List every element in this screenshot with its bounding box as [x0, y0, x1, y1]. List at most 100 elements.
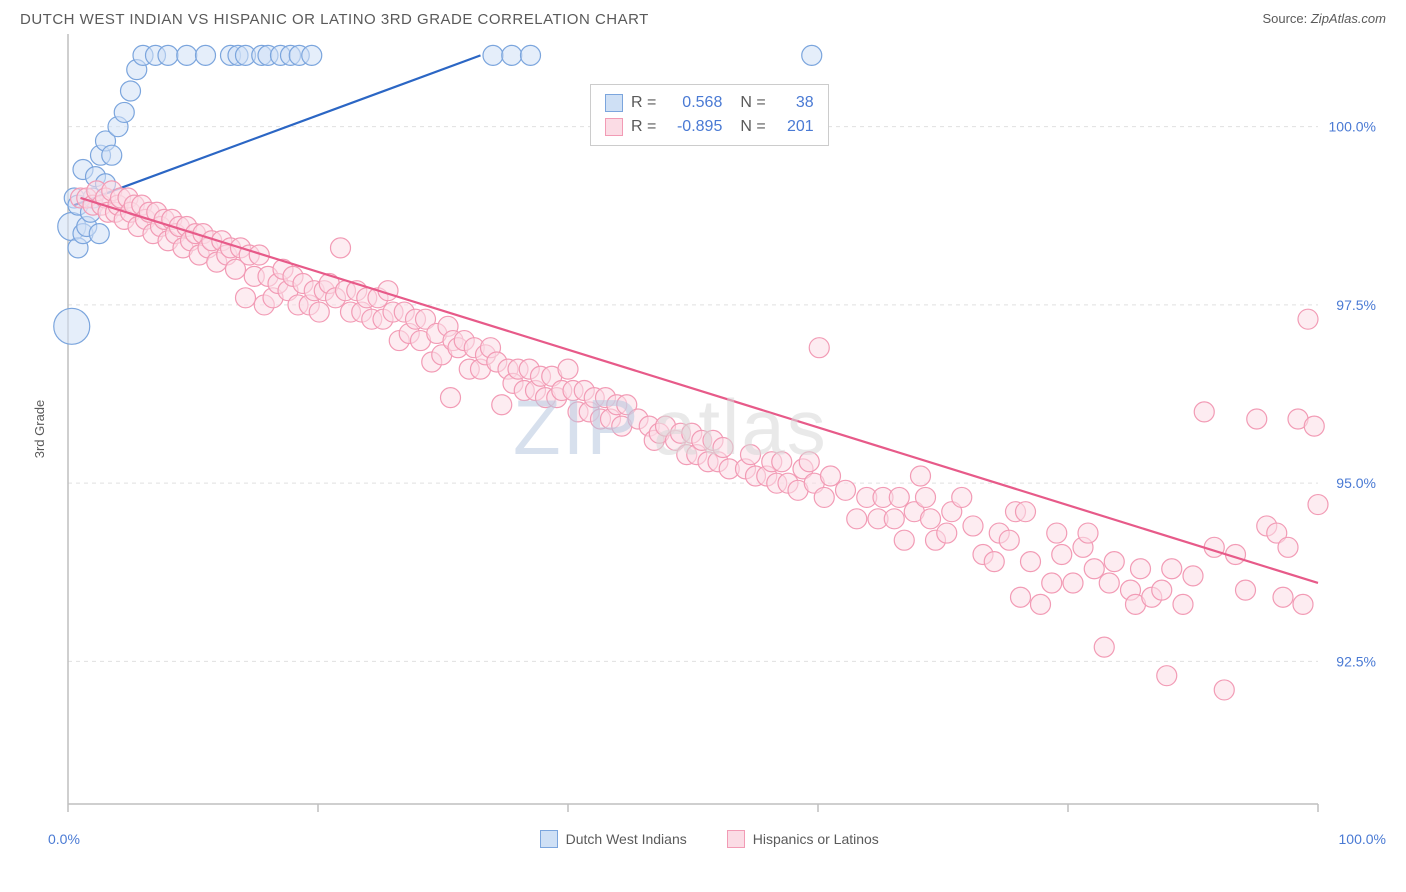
source-value: ZipAtlas.com [1311, 11, 1386, 26]
data-point [802, 45, 822, 65]
data-point [1308, 495, 1328, 515]
data-point [1094, 637, 1114, 657]
stat-row: R = 0.568 N = 38 [605, 91, 814, 115]
data-point [1162, 559, 1182, 579]
data-point [937, 523, 957, 543]
series-legend: Dutch West Indians Hispanics or Latinos [540, 830, 879, 848]
x-axis-min-label: 0.0% [48, 831, 80, 847]
data-point [558, 359, 578, 379]
data-point [814, 487, 834, 507]
data-point [921, 509, 941, 529]
r-value: 0.568 [664, 91, 722, 115]
legend-swatch [727, 830, 745, 848]
r-value: -0.895 [664, 115, 722, 139]
data-point [483, 45, 503, 65]
data-point [894, 530, 914, 550]
data-point [1099, 573, 1119, 593]
data-point [772, 452, 792, 472]
y-tick-label: 100.0% [1329, 119, 1376, 135]
legend-label: Dutch West Indians [566, 831, 687, 847]
source-attribution: Source: ZipAtlas.com [1262, 10, 1386, 28]
data-point [1021, 552, 1041, 572]
y-tick-label: 95.0% [1336, 475, 1376, 491]
data-point [502, 45, 522, 65]
data-point [999, 530, 1019, 550]
data-point [302, 45, 322, 65]
data-point [102, 145, 122, 165]
data-point [1236, 580, 1256, 600]
n-label: N = [740, 115, 765, 139]
data-point [1131, 559, 1151, 579]
y-tick-label: 92.5% [1336, 653, 1376, 669]
data-point [1042, 573, 1062, 593]
data-point [1247, 409, 1267, 429]
data-point [1173, 594, 1193, 614]
data-point [1078, 523, 1098, 543]
data-point [1157, 666, 1177, 686]
data-point [821, 466, 841, 486]
legend-swatch [605, 118, 623, 136]
data-point [54, 308, 90, 344]
legend-swatch [540, 830, 558, 848]
legend-label: Hispanics or Latinos [753, 831, 879, 847]
legend-item: Dutch West Indians [540, 830, 687, 848]
data-point [1063, 573, 1083, 593]
data-point [836, 480, 856, 500]
y-axis-label: 3rd Grade [32, 400, 47, 459]
n-label: N = [740, 91, 765, 115]
data-point [309, 302, 329, 322]
data-point [121, 81, 141, 101]
n-value: 38 [774, 91, 814, 115]
data-point [1011, 587, 1031, 607]
data-point [713, 438, 733, 458]
data-point [1084, 559, 1104, 579]
data-point [1016, 502, 1036, 522]
data-point [1152, 580, 1172, 600]
data-point [158, 45, 178, 65]
data-point [1214, 680, 1234, 700]
data-point [331, 238, 351, 258]
data-point [1298, 309, 1318, 329]
data-point [492, 395, 512, 415]
r-label: R = [631, 91, 656, 115]
source-label: Source: [1262, 11, 1310, 26]
legend-swatch [605, 94, 623, 112]
n-value: 201 [774, 115, 814, 139]
data-point [1031, 594, 1051, 614]
data-point [1273, 587, 1293, 607]
data-point [952, 487, 972, 507]
stat-row: R = -0.895 N = 201 [605, 115, 814, 139]
data-point [1052, 544, 1072, 564]
data-point [809, 338, 829, 358]
data-point [916, 487, 936, 507]
data-point [89, 224, 109, 244]
data-point [911, 466, 931, 486]
scatter-chart: 92.5%95.0%97.5%100.0% [20, 34, 1386, 824]
data-point [884, 509, 904, 529]
trend-line [81, 198, 1319, 583]
data-point [1204, 537, 1224, 557]
data-point [1183, 566, 1203, 586]
data-point [236, 288, 256, 308]
data-point [1278, 537, 1298, 557]
data-point [1304, 416, 1324, 436]
chart-title: DUTCH WEST INDIAN VS HISPANIC OR LATINO … [20, 11, 649, 28]
data-point [1104, 552, 1124, 572]
data-point [441, 388, 461, 408]
data-point [963, 516, 983, 536]
data-point [1047, 523, 1067, 543]
data-point [1293, 594, 1313, 614]
data-point [114, 102, 134, 122]
data-point [889, 487, 909, 507]
data-point [984, 552, 1004, 572]
x-axis-max-label: 100.0% [1339, 831, 1386, 847]
chart-container: 3rd Grade 92.5%95.0%97.5%100.0% ZIP atla… [20, 34, 1386, 824]
data-point [177, 45, 197, 65]
legend-item: Hispanics or Latinos [727, 830, 879, 848]
data-point [847, 509, 867, 529]
correlation-stats-box: R = 0.568 N = 38 R = -0.895 N = 201 [590, 84, 829, 146]
data-point [196, 45, 216, 65]
r-label: R = [631, 115, 656, 139]
data-point [1194, 402, 1214, 422]
data-point [799, 452, 819, 472]
